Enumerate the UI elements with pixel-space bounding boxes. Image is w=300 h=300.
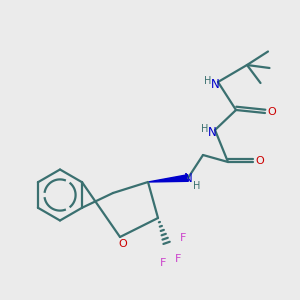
Text: N: N [208,127,216,140]
Text: O: O [255,156,264,167]
Text: F: F [175,254,182,264]
Text: F: F [160,259,167,269]
Polygon shape [148,175,188,182]
Text: H: H [201,124,208,134]
Text: N: N [211,79,219,92]
Text: N: N [184,172,192,184]
Text: H: H [193,181,200,191]
Text: H: H [204,76,211,85]
Text: O: O [267,107,276,117]
Text: F: F [180,233,186,243]
Text: O: O [118,238,127,249]
